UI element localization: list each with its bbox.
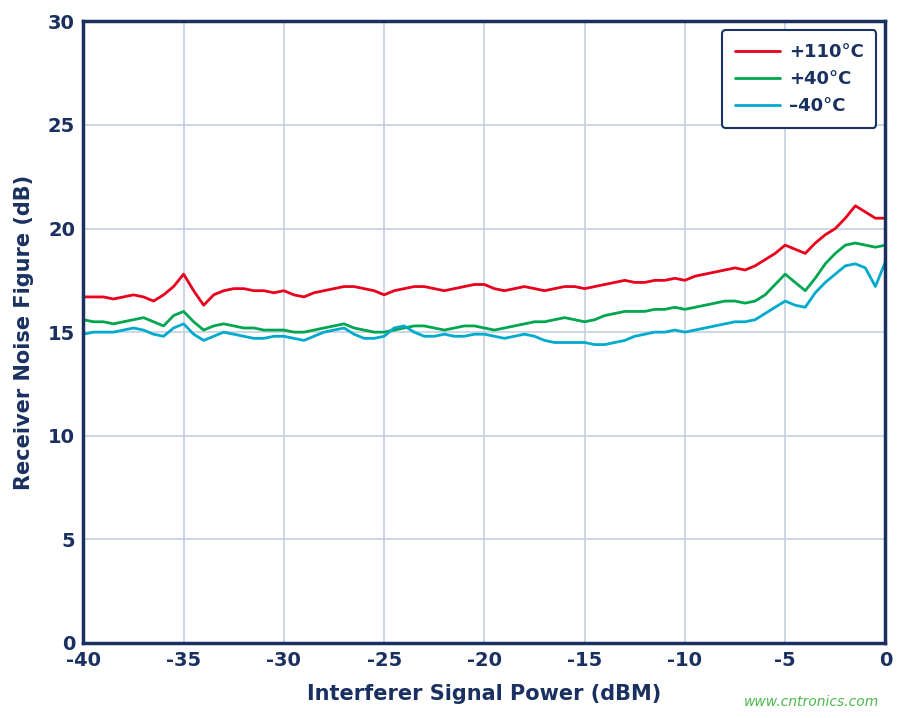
+40°C <box>288 328 299 337</box>
+110°C <box>78 293 89 302</box>
+110°C <box>850 202 861 210</box>
X-axis label: Interferer Signal Power (dBM): Interferer Signal Power (dBM) <box>307 684 661 704</box>
+110°C <box>529 284 540 293</box>
+40°C <box>589 315 600 324</box>
Line: –40°C: –40°C <box>83 261 885 345</box>
+40°C <box>739 299 750 307</box>
+110°C <box>589 282 600 291</box>
–40°C <box>680 328 690 337</box>
–40°C <box>78 330 89 338</box>
–40°C <box>589 340 600 349</box>
+110°C <box>810 239 821 248</box>
+40°C <box>780 270 791 279</box>
+40°C <box>850 239 861 248</box>
–40°C <box>579 338 590 347</box>
–40°C <box>810 289 821 297</box>
+110°C <box>880 214 891 223</box>
+110°C <box>780 241 791 249</box>
+110°C <box>739 266 750 274</box>
+40°C <box>810 274 821 283</box>
+40°C <box>529 317 540 326</box>
+40°C <box>78 315 89 324</box>
Y-axis label: Receiver Noise Figure (dB): Receiver Noise Figure (dB) <box>14 174 34 490</box>
Line: +40°C: +40°C <box>83 243 885 332</box>
Legend: +110°C, +40°C, –40°C: +110°C, +40°C, –40°C <box>722 30 876 128</box>
–40°C <box>780 297 791 305</box>
+110°C <box>198 301 209 309</box>
+40°C <box>680 305 690 314</box>
+110°C <box>680 276 690 284</box>
–40°C <box>519 330 530 338</box>
+40°C <box>880 241 891 249</box>
–40°C <box>739 317 750 326</box>
Text: www.cntronics.com: www.cntronics.com <box>744 696 879 709</box>
–40°C <box>880 257 891 266</box>
Line: +110°C: +110°C <box>83 206 885 305</box>
